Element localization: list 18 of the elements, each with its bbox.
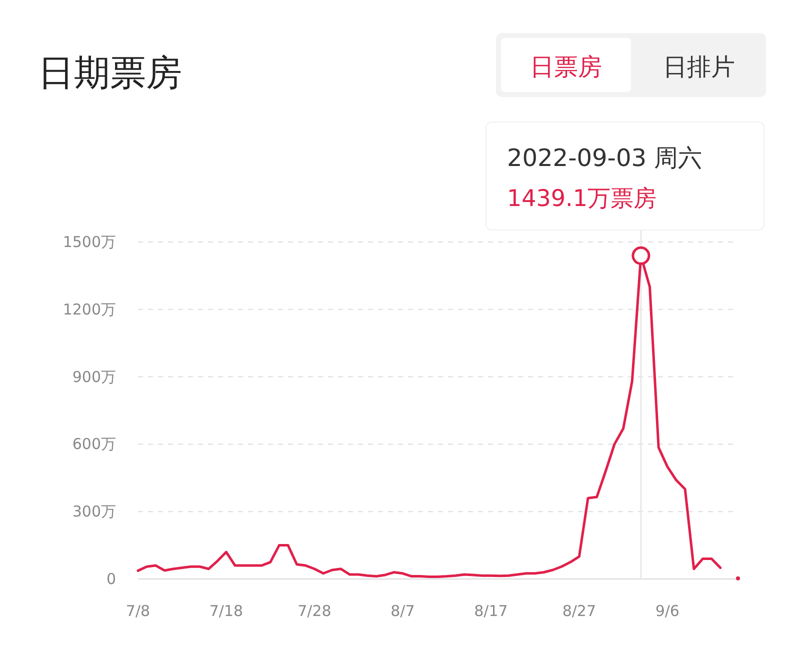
text: 2022-09-03 周六 — [507, 144, 702, 172]
text: 日排片 — [663, 53, 735, 81]
x-tick-label: 9/6 — [655, 602, 680, 620]
text: 日票房 — [530, 53, 602, 81]
y-tick-label: 600万 — [72, 435, 116, 454]
y-tick-label: 900万 — [72, 368, 116, 386]
x-tick-label: 8/7 — [390, 602, 415, 620]
chart-title: 日期票房 — [38, 53, 182, 94]
x-tick-label: 8/17 — [474, 602, 508, 620]
text: 1439.1万票房 — [507, 186, 656, 212]
y-tick-label: 1500万 — [62, 233, 116, 251]
y-tick-label: 0 — [106, 570, 116, 588]
y-tick-label: 1200万 — [62, 300, 116, 318]
y-tick-label: 300万 — [72, 502, 116, 521]
x-tick-label: 7/8 — [126, 602, 150, 620]
x-tick-label: 7/28 — [298, 602, 332, 620]
x-tick-label: 7/18 — [209, 602, 244, 620]
x-tick-label: 8/27 — [562, 602, 596, 620]
